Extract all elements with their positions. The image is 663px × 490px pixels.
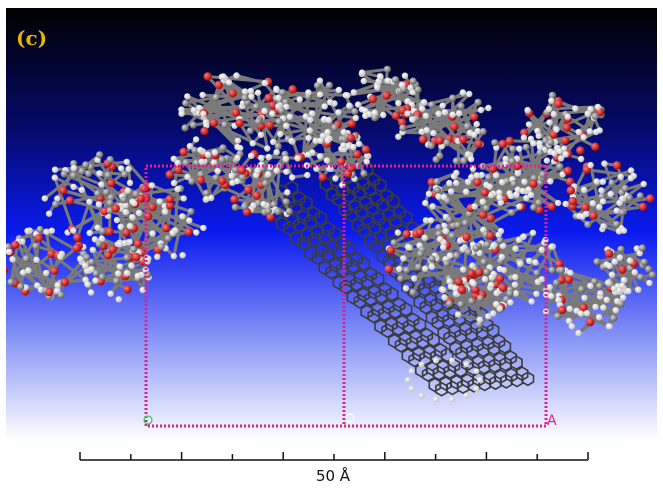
molecular-render-frame: A [6, 8, 657, 440]
cell-axis-a-label: A [547, 413, 557, 429]
polymer-chains [6, 65, 657, 337]
scale-bar [79, 452, 589, 461]
simulation-cell-box [143, 164, 548, 428]
scale-bar-label: 50 Å [315, 467, 351, 485]
panel-label: (c) [16, 26, 48, 50]
molecular-scene: A [6, 8, 657, 440]
